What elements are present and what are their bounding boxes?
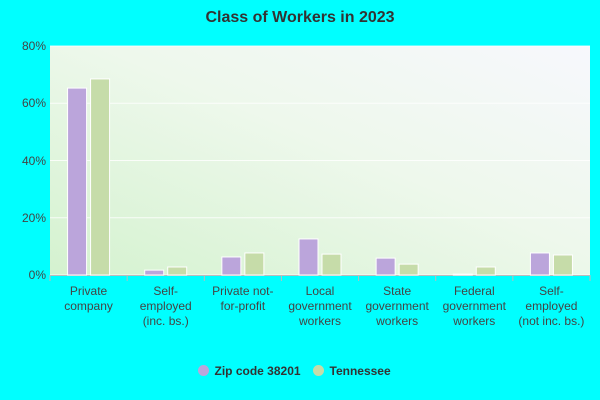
bar bbox=[321, 253, 342, 276]
legend-label: Zip code 38201 bbox=[214, 364, 301, 378]
bar bbox=[90, 78, 111, 276]
legend-swatch bbox=[312, 365, 324, 376]
x-tick-label: State government workers bbox=[365, 284, 429, 328]
y-tick-label: 80% bbox=[21, 39, 46, 53]
bar bbox=[67, 87, 88, 276]
bar bbox=[529, 252, 550, 276]
bar bbox=[298, 238, 319, 276]
bar bbox=[375, 257, 396, 276]
x-tick-label: Private not-for-profit bbox=[212, 284, 274, 313]
bar bbox=[221, 256, 242, 276]
bar bbox=[452, 273, 473, 276]
y-tick-label: 60% bbox=[21, 96, 46, 111]
bar bbox=[144, 269, 165, 276]
bar bbox=[167, 266, 188, 276]
x-tick-label: Self-employed (inc. bs.) bbox=[139, 284, 192, 328]
legend-label: Tennessee bbox=[329, 364, 391, 378]
x-tick-label: Federal government workers bbox=[442, 284, 506, 328]
x-tick-label: Local government workers bbox=[288, 284, 352, 328]
bar bbox=[475, 266, 496, 276]
y-tick-label: 0% bbox=[28, 268, 46, 282]
legend-swatch bbox=[197, 365, 209, 376]
y-tick-label: 40% bbox=[21, 153, 46, 168]
x-tick-label: Private company bbox=[64, 284, 113, 313]
y-tick-label: 20% bbox=[21, 210, 46, 225]
bar bbox=[398, 263, 419, 276]
x-tick-label: Self-employed (not inc. bs.) bbox=[518, 284, 585, 328]
chart-title: Class of Workers in 2023 bbox=[205, 9, 395, 26]
bar bbox=[552, 254, 573, 276]
bar bbox=[244, 252, 265, 276]
